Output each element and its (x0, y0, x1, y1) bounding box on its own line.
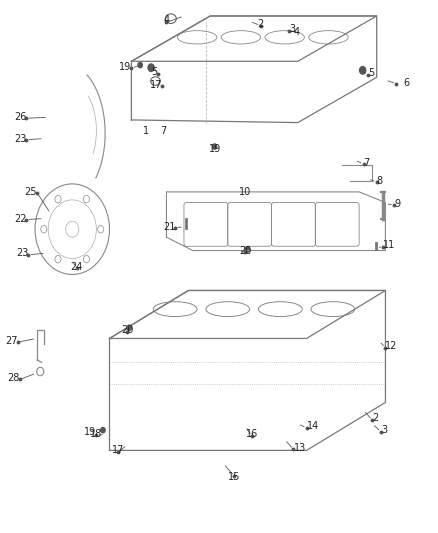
Text: 8: 8 (377, 176, 383, 186)
Text: 24: 24 (71, 262, 83, 271)
Circle shape (360, 67, 366, 74)
Text: 13: 13 (293, 443, 306, 453)
Text: 28: 28 (7, 374, 20, 383)
Circle shape (127, 325, 131, 330)
Text: 6: 6 (403, 78, 409, 87)
Text: 27: 27 (5, 336, 18, 346)
Text: 3: 3 (289, 25, 295, 34)
Text: 9: 9 (394, 199, 400, 208)
Text: 26: 26 (14, 112, 26, 122)
Text: 17: 17 (150, 80, 162, 90)
Text: 12: 12 (385, 342, 398, 351)
Text: 11: 11 (383, 240, 396, 250)
Text: 18: 18 (90, 430, 102, 439)
Circle shape (138, 62, 142, 68)
Text: 7: 7 (160, 126, 166, 135)
Text: 19: 19 (84, 427, 96, 437)
Text: 19: 19 (119, 62, 131, 71)
Text: 20: 20 (239, 246, 251, 255)
Text: 14: 14 (307, 422, 319, 431)
Text: 17: 17 (112, 446, 124, 455)
Text: 5: 5 (152, 67, 158, 77)
Text: 20: 20 (121, 326, 133, 335)
Text: 4: 4 (293, 27, 300, 37)
Text: 3: 3 (381, 425, 387, 435)
Circle shape (148, 64, 154, 71)
Circle shape (245, 247, 250, 252)
Text: 5: 5 (368, 68, 374, 78)
Text: 25: 25 (25, 187, 37, 197)
Text: 22: 22 (14, 214, 26, 223)
Text: 2: 2 (372, 414, 378, 423)
Text: 15: 15 (228, 472, 240, 482)
Text: 23: 23 (14, 134, 26, 143)
Text: 21: 21 (163, 222, 175, 231)
Text: 4: 4 (163, 15, 170, 25)
Text: 2: 2 (258, 19, 264, 29)
Circle shape (101, 427, 105, 433)
Text: 1: 1 (143, 126, 149, 135)
Text: 16: 16 (246, 430, 258, 439)
Text: 19: 19 (208, 144, 221, 154)
Text: 10: 10 (239, 187, 251, 197)
Text: 23: 23 (16, 248, 28, 258)
Circle shape (212, 144, 217, 149)
Text: 7: 7 (364, 158, 370, 167)
